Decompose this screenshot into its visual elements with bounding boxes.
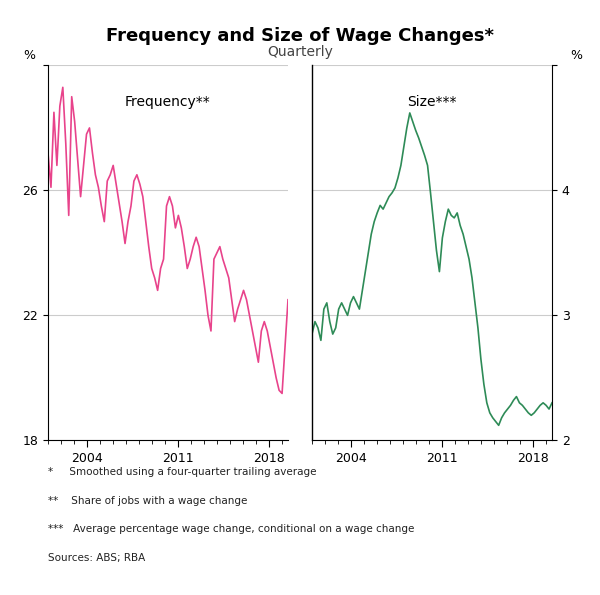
Text: Quarterly: Quarterly [267, 45, 333, 59]
Y-axis label: %: % [23, 49, 35, 62]
Y-axis label: %: % [570, 49, 582, 62]
Text: *     Smoothed using a four-quarter trailing average: * Smoothed using a four-quarter trailing… [48, 467, 317, 477]
Text: Frequency and Size of Wage Changes*: Frequency and Size of Wage Changes* [106, 27, 494, 45]
Text: **    Share of jobs with a wage change: ** Share of jobs with a wage change [48, 496, 247, 506]
Text: Frequency**: Frequency** [125, 95, 211, 109]
Text: Size***: Size*** [407, 95, 457, 109]
Text: ***   Average percentage wage change, conditional on a wage change: *** Average percentage wage change, cond… [48, 524, 415, 534]
Text: Sources: ABS; RBA: Sources: ABS; RBA [48, 553, 145, 563]
